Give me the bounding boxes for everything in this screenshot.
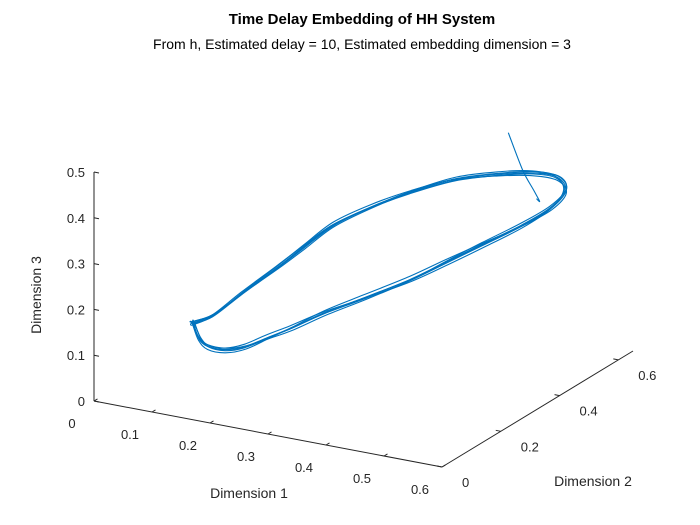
x-tick-label: 0.3 bbox=[237, 449, 255, 464]
y-tick-mark bbox=[613, 358, 619, 361]
z-tick-mark bbox=[93, 400, 100, 403]
orbit-pass bbox=[191, 173, 565, 352]
x-tick-mark bbox=[441, 464, 446, 468]
z-tick-label: 0.2 bbox=[67, 302, 85, 317]
orbit-pass bbox=[192, 172, 568, 350]
z-tick-label: 0.3 bbox=[67, 257, 85, 272]
x-tick-label: 0.2 bbox=[179, 438, 197, 453]
tick-labels: 0 0.1 0.2 0.3 0.4 0.5 0.6 0 0.2 0.4 0.6 0 0.1 0.2 0.3 0… bbox=[67, 165, 656, 497]
x-tick-label: 0.1 bbox=[121, 427, 139, 442]
z-tick-label: 0 bbox=[78, 394, 85, 409]
z-axis-label: Dimension 3 bbox=[28, 256, 44, 334]
x-tick-mark bbox=[383, 453, 388, 457]
x-axis-label: Dimension 1 bbox=[210, 485, 288, 501]
chart-title: Time Delay Embedding of HH System bbox=[229, 11, 495, 28]
x-tick-label: 0.5 bbox=[353, 471, 371, 486]
y-tick-mark bbox=[436, 465, 443, 468]
z-tick-label: 0.1 bbox=[67, 348, 85, 363]
y-tick-label: 0.4 bbox=[580, 404, 598, 419]
z-tick-mark bbox=[93, 263, 100, 266]
x-tick-mark bbox=[325, 442, 330, 446]
chart-subtitle: From h, Estimated delay = 10, Estimated … bbox=[153, 36, 571, 52]
x-tick-mark bbox=[151, 409, 156, 413]
y-tick-mark bbox=[495, 429, 501, 432]
y-tick-mark bbox=[554, 394, 560, 397]
trajectory-tail bbox=[507, 132, 541, 203]
orbit-pass bbox=[191, 169, 565, 349]
embedding-traces bbox=[189, 132, 568, 354]
z-tick-label: 0.4 bbox=[67, 211, 85, 226]
orbit-pass bbox=[190, 174, 568, 354]
z-tick-label: 0.5 bbox=[67, 165, 85, 180]
orbit-pass bbox=[189, 170, 568, 349]
y-tick-label: 0 bbox=[462, 475, 469, 490]
x-tick-mark bbox=[267, 431, 272, 435]
x-tick-mark bbox=[209, 420, 214, 424]
x-tick-label: 0.4 bbox=[295, 460, 313, 475]
z-tick-mark bbox=[93, 171, 100, 174]
axes-3d bbox=[93, 172, 634, 468]
y-tick-label: 0.6 bbox=[638, 368, 656, 383]
z-tick-mark bbox=[93, 217, 100, 220]
y-axis-line bbox=[441, 350, 634, 468]
z-tick-mark bbox=[93, 308, 100, 311]
z-tick-mark bbox=[93, 354, 100, 357]
orbit-pass bbox=[190, 172, 567, 351]
x-tick-label: 0 bbox=[68, 416, 75, 431]
x-tick-label: 0.6 bbox=[411, 482, 429, 497]
y-axis-label: Dimension 2 bbox=[554, 473, 632, 489]
y-tick-label: 0.2 bbox=[521, 439, 539, 454]
